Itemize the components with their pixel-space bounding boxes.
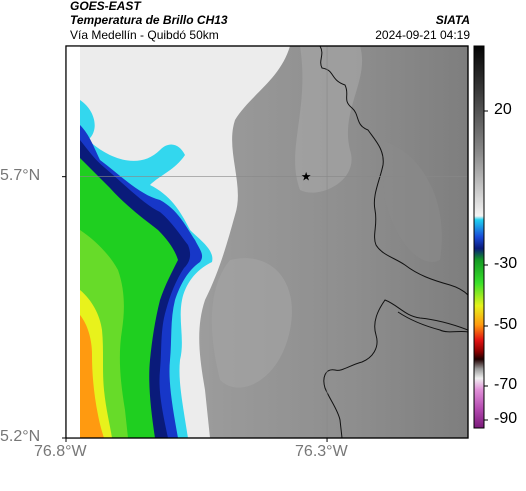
municipal-border-line [323, 299, 468, 438]
timestamp-label: 2024-09-21 04:19 [375, 28, 470, 42]
location-marker-star-icon: ★ [301, 170, 312, 184]
lat-tick-label: 5.2°N [0, 428, 41, 445]
colorbar-tick-label: -30 [494, 255, 518, 272]
colorbar-tick-label: 20 [494, 101, 512, 118]
department-border-line [319, 46, 468, 296]
colorbar-tick-label: -70 [494, 376, 518, 393]
organization-label: SIATA [435, 13, 470, 27]
lat-tick-label: 5.7°N [0, 166, 41, 184]
satellite-title: GOES-EAST [70, 0, 141, 13]
lon-tick-label: 76.3°W [295, 443, 348, 460]
orange-region [80, 315, 104, 438]
colorbar-tick-label: -50 [494, 316, 518, 333]
lon-tick-label: 76.8°W [34, 443, 87, 460]
product-title: Temperatura de Brillo CH13 [70, 13, 228, 27]
region-label: Vía Medellín - Quibdó 50km [70, 28, 219, 42]
colorbar-tick-label: -90 [494, 410, 518, 427]
colorbar [473, 45, 485, 429]
